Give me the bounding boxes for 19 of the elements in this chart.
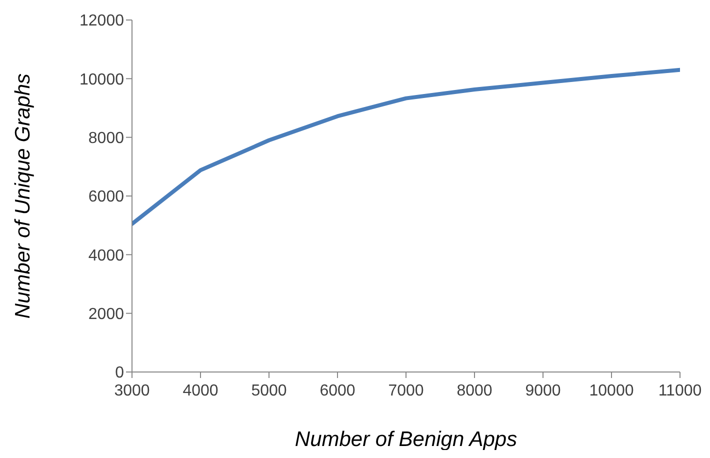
y-tick-label: 4000 <box>88 247 124 264</box>
x-tick-label: 9000 <box>525 382 561 400</box>
y-tick-label: 10000 <box>80 71 124 88</box>
x-tick-label: 8000 <box>456 382 492 400</box>
line-series <box>132 68 680 226</box>
y-tick-label: 2000 <box>88 306 124 324</box>
y-tick-label: 0 <box>115 364 124 382</box>
x-axis-title: Number of Benign Apps <box>294 428 518 451</box>
x-tick-label: 4000 <box>182 382 218 400</box>
y-tick-label: 8000 <box>88 130 124 148</box>
y-tick-label: 12000 <box>80 12 124 30</box>
y-axis-title: Number of Unique Graphs <box>11 72 34 319</box>
x-tick-label: 11000 <box>658 382 702 400</box>
x-tick-label: 7000 <box>388 382 424 400</box>
x-tick-label: 3000 <box>114 382 150 400</box>
x-tick-label: 6000 <box>320 382 356 400</box>
x-tick-label: 10000 <box>589 382 634 400</box>
y-tick-label: 6000 <box>88 188 124 206</box>
x-tick-label: 5000 <box>251 382 287 400</box>
